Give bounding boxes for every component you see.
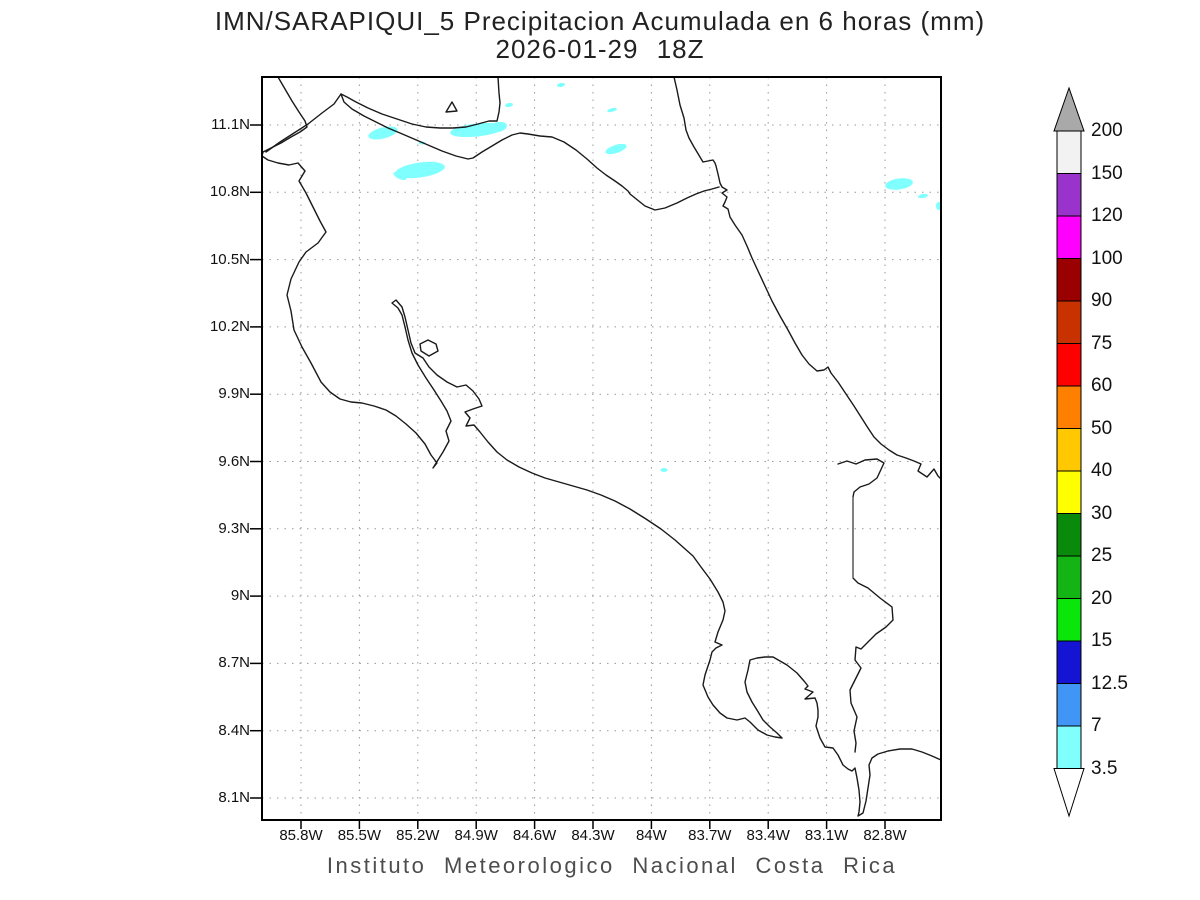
- colorbar: [1053, 86, 1085, 818]
- x-axis-label: 84.3W: [571, 827, 615, 844]
- colorbar-segment: [1056, 470, 1082, 514]
- grid-lines: [262, 77, 941, 820]
- gulf-of-nicoya-island: [419, 339, 439, 357]
- y-axis-label: 8.1N: [218, 789, 250, 806]
- caribbean-coastline: [673, 76, 942, 480]
- colorbar-segment: [1056, 640, 1082, 684]
- sixaola-inlet: [837, 458, 885, 498]
- precip-patch: [605, 143, 627, 155]
- colorbar-label: 200: [1091, 120, 1123, 141]
- colorbar-label: 25: [1091, 545, 1113, 566]
- precip-patch: [660, 468, 668, 472]
- colorbar-segment: [1056, 428, 1082, 472]
- y-axis-label: 9.9N: [218, 385, 250, 402]
- x-axis-label: 84W: [635, 827, 667, 844]
- y-axis-label: 8.4N: [218, 722, 250, 739]
- colorbar-label: 15: [1091, 630, 1113, 651]
- lake-island: [445, 101, 458, 113]
- colorbar-label: 100: [1091, 248, 1123, 269]
- colorbar-label: 3.5: [1091, 758, 1118, 779]
- colorbar-label: 150: [1091, 163, 1123, 184]
- colorbar-segment: [1056, 173, 1082, 217]
- colorbar-segment: [1056, 130, 1082, 174]
- precip-patch: [393, 171, 407, 181]
- colorbar-segment: [1056, 598, 1082, 642]
- colorbar-label: 40: [1091, 460, 1113, 481]
- x-axis-label: 85.8W: [279, 827, 323, 844]
- precip-patch: [489, 121, 507, 133]
- colorbar-segment: [1056, 555, 1082, 599]
- precip-patch: [885, 178, 913, 190]
- precip-patch: [918, 193, 928, 199]
- x-axis-label: 83.7W: [688, 827, 732, 844]
- colorbar-label: 50: [1091, 418, 1113, 439]
- panama-border-south: [849, 577, 894, 753]
- colorbar-label: 7: [1091, 715, 1102, 736]
- colorbar-label: 20: [1091, 588, 1113, 609]
- plot-subtitle-datetime: 2026-01-29 18Z: [495, 34, 705, 64]
- x-axis-label: 82.8W: [863, 827, 907, 844]
- colorbar-segment: [1056, 385, 1082, 429]
- y-axis-label: 9.6N: [218, 453, 250, 470]
- colorbar-arrow-bottom: [1053, 768, 1085, 818]
- y-axis-label: 10.2N: [209, 318, 250, 335]
- y-axis-label: 11.1N: [211, 116, 250, 133]
- colorbar-segment: [1056, 725, 1082, 769]
- y-axis-label: 10.5N: [209, 251, 250, 268]
- x-axis-label: 85.2W: [396, 827, 440, 844]
- colorbar-segment: [1056, 683, 1082, 727]
- colorbar-label: 120: [1091, 205, 1123, 226]
- y-axis-label: 9.3N: [218, 520, 250, 537]
- lake-nicaragua-shore: [340, 76, 501, 129]
- precip-patch: [395, 161, 445, 179]
- y-axis-label: 9N: [230, 587, 250, 604]
- colorbar-segment: [1056, 300, 1082, 344]
- colorbar-segment: [1056, 215, 1082, 259]
- colorbar-label: 60: [1091, 375, 1113, 396]
- x-axis-label: 84.9W: [454, 827, 498, 844]
- precip-patch: [505, 102, 513, 108]
- y-axis-label: 10.8N: [209, 183, 250, 200]
- colorbar-segment: [1056, 258, 1082, 302]
- colorbar-label: 12.5: [1091, 673, 1128, 694]
- colorbar-label: 90: [1091, 290, 1113, 311]
- axis-ticks: [250, 124, 886, 829]
- map-frame: [261, 76, 942, 821]
- pacific-coastline: [261, 76, 942, 817]
- x-axis-label: 85.5W: [337, 827, 382, 844]
- precip-patch: [557, 82, 565, 88]
- institution-footer: Instituto Meteorologico Nacional Costa R…: [326, 853, 898, 878]
- x-axis-label: 83.1W: [804, 827, 849, 844]
- colorbar-segment: [1056, 343, 1082, 387]
- precip-patch: [368, 126, 398, 140]
- colorbar-label: 75: [1091, 333, 1113, 354]
- nicaragua-border: [265, 93, 720, 211]
- precip-patch: [607, 107, 617, 113]
- coastlines: [261, 76, 942, 817]
- x-axis-label: 83.4W: [746, 827, 790, 844]
- plot-title: IMN/SARAPIQUI_5 Precipitacion Acumulada …: [214, 6, 986, 36]
- colorbar-label: 30: [1091, 503, 1113, 524]
- precip-patches: [368, 82, 942, 472]
- colorbar-segment: [1056, 513, 1082, 557]
- colorbar-arrow-top: [1053, 86, 1085, 132]
- x-axis-label: 84.6W: [512, 827, 557, 844]
- y-axis-label: 8.7N: [218, 654, 250, 671]
